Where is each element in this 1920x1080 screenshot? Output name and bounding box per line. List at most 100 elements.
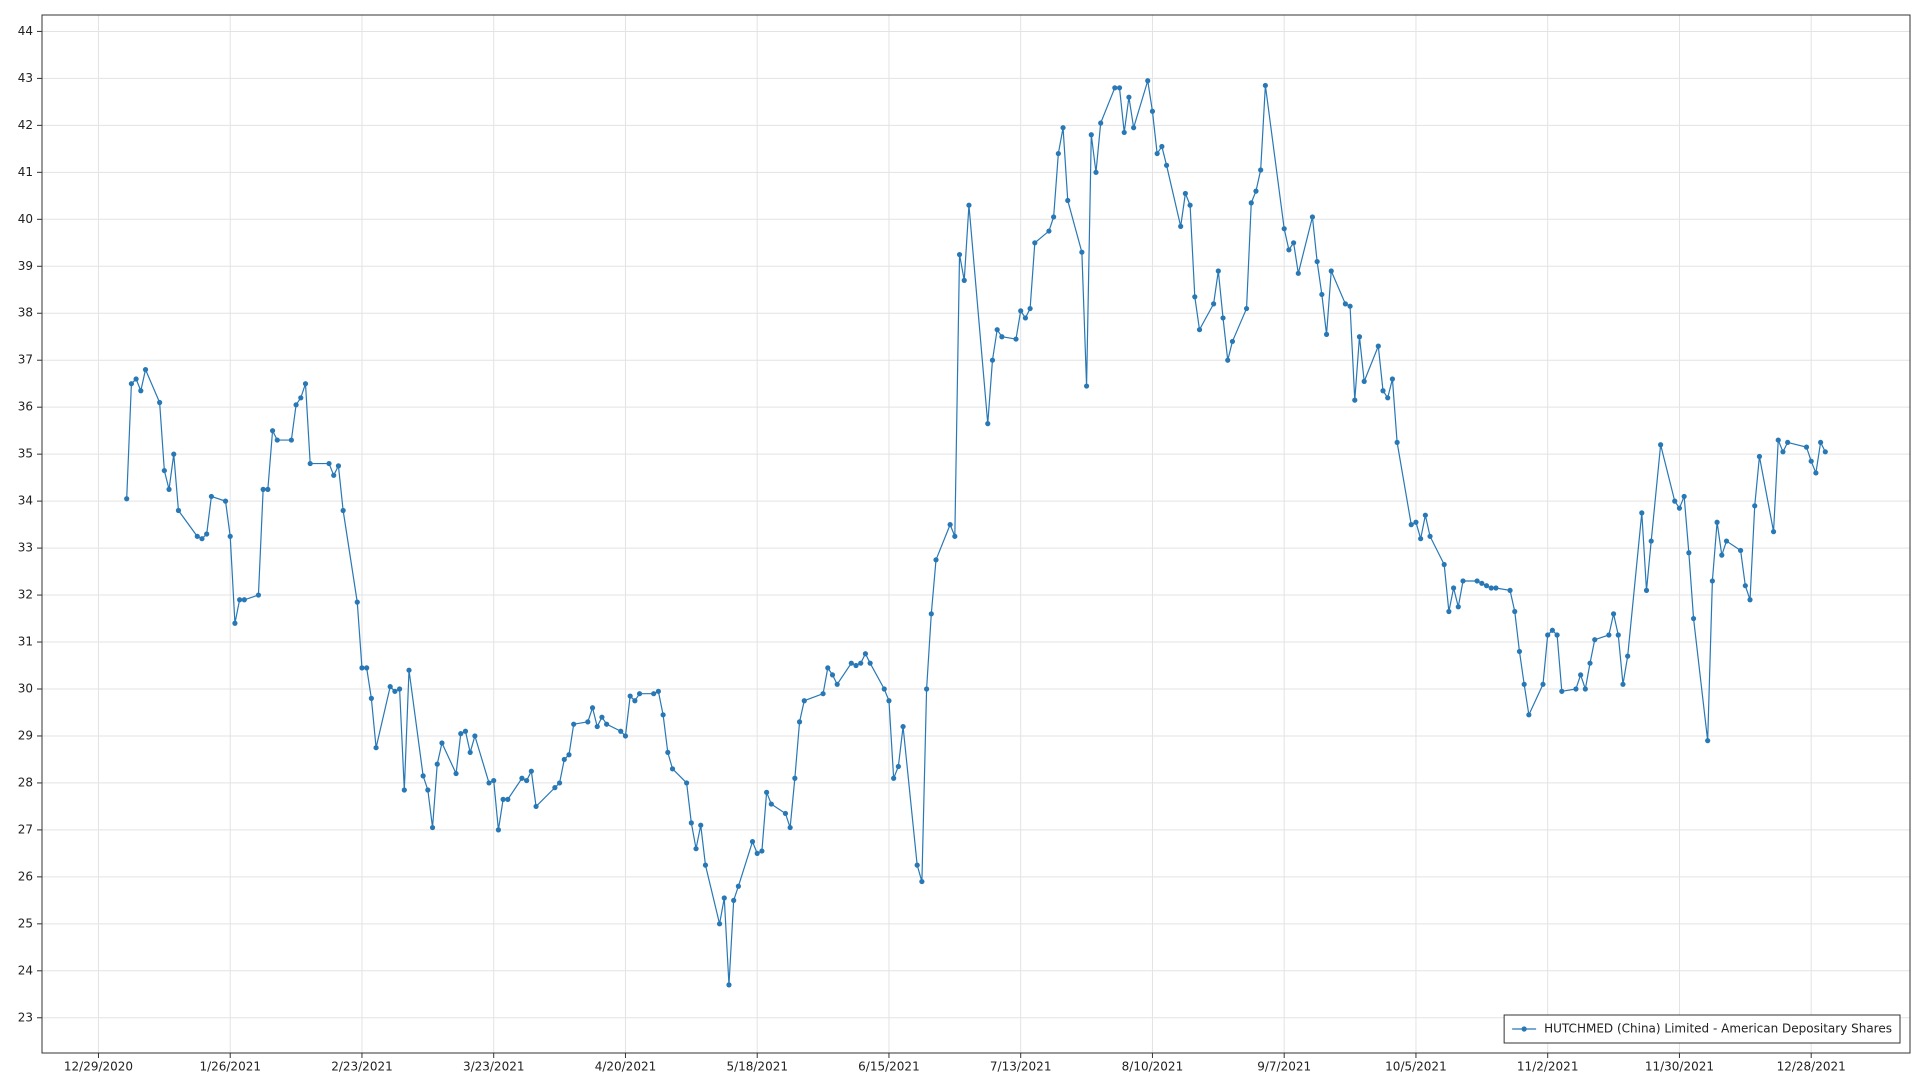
data-point bbox=[274, 437, 280, 443]
data-point bbox=[1215, 268, 1221, 274]
data-point bbox=[255, 592, 262, 598]
data-point bbox=[387, 684, 393, 690]
plot-background bbox=[42, 15, 1910, 1053]
data-point bbox=[721, 895, 727, 901]
data-point bbox=[1394, 439, 1400, 446]
data-point bbox=[1549, 627, 1555, 633]
data-point bbox=[923, 686, 930, 692]
data-point bbox=[1775, 437, 1781, 443]
y-tick-label: 39 bbox=[18, 259, 33, 273]
x-tick-label: 11/30/2021 bbox=[1645, 1060, 1714, 1074]
data-point bbox=[731, 897, 737, 903]
data-point bbox=[1540, 681, 1546, 687]
data-point bbox=[1620, 681, 1626, 687]
data-point bbox=[1013, 336, 1019, 342]
data-point bbox=[241, 597, 247, 603]
data-point bbox=[1610, 611, 1617, 617]
data-point bbox=[524, 777, 530, 784]
data-point bbox=[1361, 378, 1367, 384]
data-point bbox=[693, 846, 699, 852]
data-point bbox=[472, 733, 478, 739]
y-tick-label: 25 bbox=[18, 916, 33, 930]
data-point bbox=[764, 789, 770, 795]
data-point bbox=[1163, 162, 1170, 168]
data-point bbox=[759, 848, 765, 854]
data-point bbox=[138, 388, 144, 394]
data-point bbox=[1493, 585, 1499, 591]
legend-label: HUTCHMED (China) Limited - American Depo… bbox=[1544, 1022, 1892, 1036]
data-point bbox=[1145, 78, 1151, 84]
data-point bbox=[425, 787, 431, 793]
data-point bbox=[1022, 315, 1029, 321]
data-point bbox=[1018, 308, 1024, 314]
data-point bbox=[519, 775, 525, 781]
data-point bbox=[1065, 197, 1071, 204]
x-tick-label: 4/20/2021 bbox=[595, 1060, 657, 1074]
data-point bbox=[1606, 632, 1612, 638]
data-point bbox=[1121, 129, 1127, 136]
data-point bbox=[1243, 305, 1250, 312]
data-point bbox=[754, 850, 760, 856]
y-tick-label: 23 bbox=[18, 1010, 33, 1024]
data-point bbox=[566, 752, 572, 758]
y-tick-label: 35 bbox=[18, 447, 33, 461]
data-point bbox=[1220, 315, 1226, 321]
y-tick-label: 31 bbox=[18, 635, 33, 649]
data-point bbox=[796, 719, 803, 725]
data-point bbox=[585, 719, 591, 725]
data-point bbox=[1046, 228, 1052, 234]
data-point bbox=[533, 803, 539, 810]
data-point bbox=[302, 381, 309, 387]
data-point bbox=[1413, 519, 1419, 525]
data-point bbox=[1455, 604, 1461, 610]
data-point bbox=[966, 202, 972, 208]
data-point bbox=[1625, 653, 1631, 659]
data-point bbox=[655, 688, 661, 694]
data-point bbox=[1526, 712, 1532, 718]
data-point bbox=[928, 611, 934, 617]
data-point bbox=[359, 665, 365, 671]
data-point bbox=[326, 460, 332, 467]
data-point bbox=[914, 862, 920, 868]
data-point bbox=[1093, 169, 1099, 175]
data-point bbox=[867, 660, 873, 666]
y-tick-label: 29 bbox=[18, 728, 33, 742]
data-point bbox=[1229, 338, 1236, 345]
data-point bbox=[552, 785, 558, 791]
data-point bbox=[1780, 449, 1786, 455]
data-point bbox=[1319, 291, 1325, 298]
data-point bbox=[792, 775, 798, 781]
data-point bbox=[1573, 686, 1579, 692]
data-point bbox=[1385, 395, 1391, 401]
data-point bbox=[1742, 583, 1748, 589]
data-point bbox=[782, 810, 789, 817]
data-point bbox=[735, 883, 741, 889]
data-point bbox=[1615, 632, 1621, 638]
y-tick-label: 37 bbox=[18, 353, 33, 367]
data-point bbox=[571, 721, 577, 727]
data-point bbox=[702, 862, 709, 868]
data-point bbox=[1352, 397, 1358, 403]
data-point bbox=[204, 531, 210, 537]
data-point bbox=[199, 536, 205, 542]
data-point bbox=[829, 672, 836, 678]
data-point bbox=[491, 777, 497, 784]
data-point bbox=[1356, 334, 1363, 340]
data-point bbox=[1098, 120, 1104, 126]
data-point bbox=[1723, 538, 1730, 544]
data-point bbox=[1032, 240, 1038, 246]
data-point bbox=[1676, 505, 1683, 511]
data-point bbox=[858, 660, 864, 666]
x-tick-label: 7/13/2021 bbox=[990, 1060, 1052, 1074]
x-tick-label: 12/29/2020 bbox=[64, 1060, 133, 1074]
y-tick-label: 33 bbox=[18, 541, 33, 555]
data-point bbox=[434, 761, 440, 767]
data-point bbox=[891, 775, 897, 781]
data-point bbox=[1681, 493, 1687, 500]
data-point bbox=[1822, 449, 1828, 455]
data-point bbox=[392, 688, 398, 694]
data-point bbox=[439, 740, 445, 746]
data-point bbox=[1427, 533, 1433, 539]
data-point bbox=[1658, 442, 1664, 448]
data-point bbox=[1309, 214, 1316, 220]
